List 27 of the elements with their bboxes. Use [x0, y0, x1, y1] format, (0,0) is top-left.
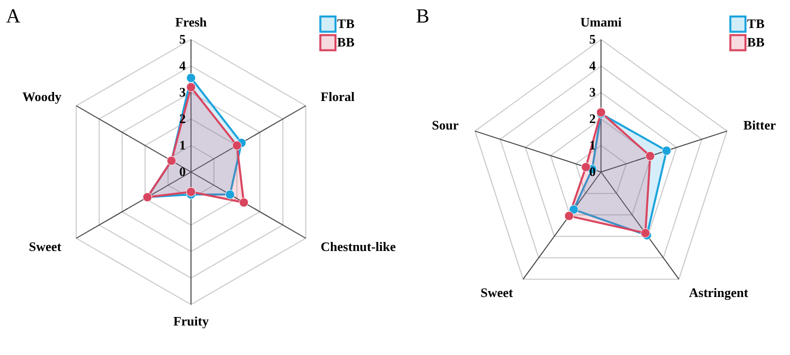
y-tick-label: 4	[589, 58, 596, 73]
legend-label: BB	[337, 34, 355, 50]
y-tick-label: 3	[179, 84, 186, 100]
spoke-label: Astringent	[689, 285, 749, 300]
y-tick-label: 4	[179, 58, 186, 73]
legend-label: TB	[337, 16, 355, 32]
y-tick-label: 5	[589, 32, 596, 46]
chart-title: B	[416, 6, 430, 28]
legend-label: TB	[747, 16, 765, 32]
spoke-label: Umami	[580, 14, 622, 30]
y-tick-label: 3	[589, 84, 596, 100]
y-tick-label: 1	[179, 138, 186, 152]
spoke-label: Bitter	[743, 118, 776, 133]
chart-title: A	[6, 6, 21, 28]
y-tick-label: 1	[589, 138, 596, 152]
y-tick-label: 2	[589, 111, 596, 126]
spoke-label: Floral	[320, 89, 355, 104]
spoke-label: Fruity	[173, 314, 210, 329]
legend-label: BB	[747, 34, 765, 50]
spoke-label: Sour	[432, 118, 459, 133]
y-tick-label: 0	[179, 164, 186, 179]
spoke-label: Chestnut-like	[320, 238, 396, 254]
spoke-label: Fresh	[175, 14, 208, 30]
y-tick-label: 5	[179, 32, 186, 46]
spoke-label: Sweet	[480, 285, 514, 300]
spoke-label: Sweet	[28, 238, 62, 254]
spoke-label: Woody	[22, 89, 62, 104]
